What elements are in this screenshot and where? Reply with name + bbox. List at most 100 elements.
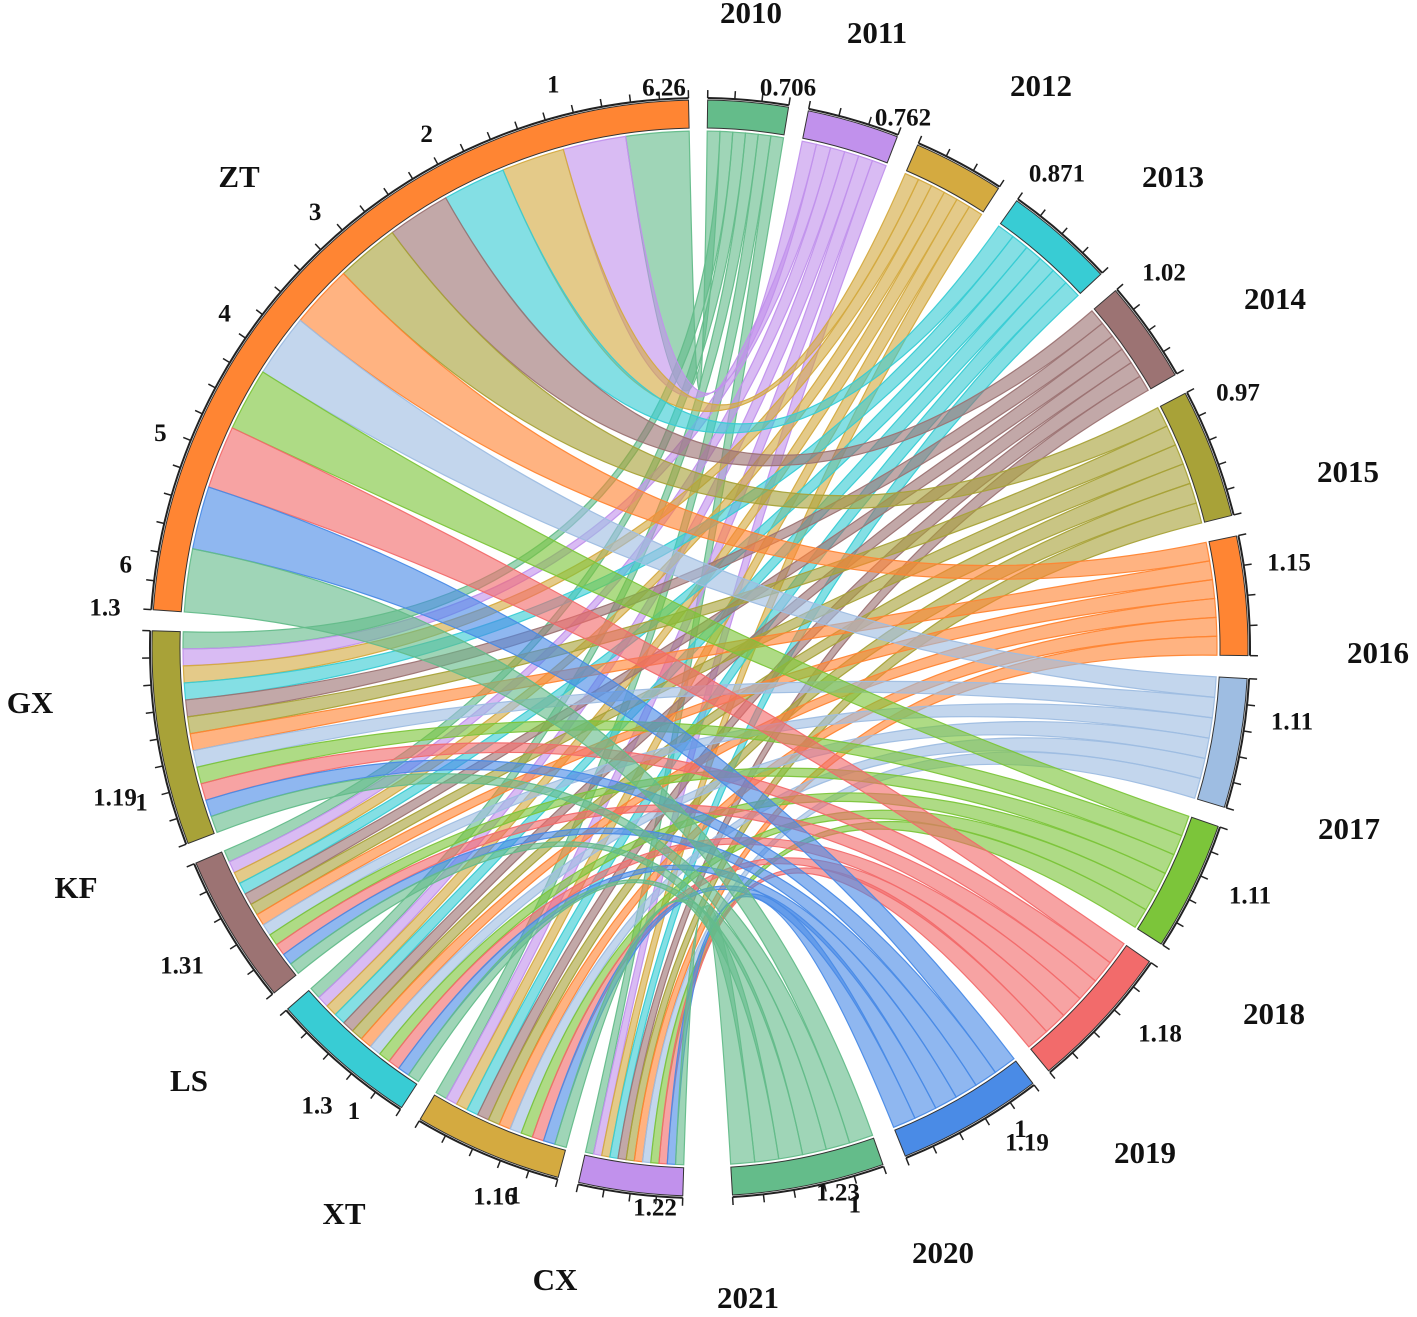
tick-mark-source-zt [407, 171, 414, 180]
tick-mark-target-2014 [1116, 283, 1124, 290]
tick-mark-target-2020 [905, 1157, 910, 1166]
arc-source-xt [419, 1094, 567, 1178]
tick-mark-target-2010 [761, 93, 764, 102]
tick-mark-source-zt [274, 286, 282, 293]
arc-target-2011 [802, 110, 898, 164]
tick-mark-target-2019 [1093, 1031, 1101, 1038]
source-label-xt: XT [322, 1196, 365, 1231]
tick-mark-source-cx [575, 1184, 579, 1193]
arc-outline-target-2015 [1186, 391, 1235, 516]
target-end-value-2019: 1.19 [1005, 1130, 1049, 1157]
target-label-2010: 2010 [720, 0, 782, 30]
arc-target-2012 [905, 144, 1000, 213]
tick-mark-source-zt [208, 383, 216, 389]
tick-mark-source-ls [279, 1009, 287, 1017]
source-end-value-ls: 1.31 [160, 953, 204, 980]
target-end-value-2011: 0.762 [875, 105, 931, 132]
tick-mark-target-2018 [1219, 826, 1228, 831]
source-tick-zt-4: 4 [218, 300, 231, 327]
target-label-2021: 2021 [717, 1280, 779, 1315]
tick-mark-source-ls [300, 1032, 308, 1039]
tick-mark-source-kf [199, 890, 208, 896]
tick-mark-target-2018 [1210, 851, 1219, 856]
tick-mark-target-2013 [1039, 209, 1046, 217]
arc-outline-target-2019 [1049, 962, 1152, 1074]
tick-mark-target-2017 [1246, 704, 1256, 707]
arc-target-2021 [730, 1137, 884, 1196]
arc-outline-target-2012 [918, 142, 1001, 188]
arc-outline-target-2011 [808, 107, 899, 136]
arc-source-gx [151, 630, 215, 845]
tick-mark-target-2019 [1049, 1071, 1056, 1080]
source-tick-zt-6: 6 [119, 552, 132, 579]
labels-layer: ZT6.26123456GX1.31KF1.19LS1.311XT1.31CX1… [7, 0, 1409, 1315]
tick-mark-target-2013 [1061, 227, 1068, 235]
arc-target-2013 [999, 200, 1102, 295]
tick-mark-target-2021 [853, 1175, 858, 1184]
source-tick-xt-1: 1 [509, 1182, 522, 1209]
tick-mark-source-zt [628, 94, 632, 103]
arc-source-cx [577, 1154, 685, 1197]
tick-mark-target-2018 [1162, 944, 1170, 951]
tick-mark-target-2015 [1186, 387, 1195, 394]
arc-target-2018 [1136, 816, 1219, 945]
tick-mark-source-gx [149, 738, 158, 742]
tick-mark-source-xt [554, 1179, 559, 1188]
tick-mark-source-gx [161, 791, 170, 796]
target-end-value-2017: 1.11 [1229, 883, 1271, 910]
tick-mark-source-zt [570, 104, 575, 113]
tick-mark-target-2010 [788, 97, 791, 106]
tick-mark-target-2014 [1148, 324, 1156, 331]
tick-mark-target-2011 [897, 127, 902, 136]
target-label-2013: 2013 [1142, 159, 1204, 194]
tick-mark-source-xt [496, 1160, 502, 1169]
tick-mark-source-ls [322, 1053, 330, 1061]
tick-mark-target-2020 [932, 1145, 938, 1154]
target-label-2015: 2015 [1317, 454, 1379, 489]
tick-mark-source-zt [172, 464, 181, 469]
tick-mark-source-zt [542, 112, 546, 121]
arc-target-2019 [1030, 944, 1151, 1072]
tick-mark-target-2015 [1218, 461, 1227, 466]
target-label-2011: 2011 [847, 15, 907, 50]
tick-mark-source-zt [336, 223, 343, 231]
target-end-value-2016: 1.11 [1271, 709, 1313, 736]
tick-mark-target-2020 [1033, 1084, 1040, 1092]
source-end-value-kf: 1.19 [93, 785, 137, 812]
tick-mark-source-zt [293, 264, 301, 271]
target-tick-2021-1: 1 [849, 1192, 862, 1219]
tick-mark-source-gx [143, 684, 152, 687]
target-tick-2020-1: 1 [1014, 1116, 1027, 1143]
source-tick-gx-1: 1 [135, 789, 148, 816]
tick-mark-source-cx [654, 1196, 658, 1205]
tick-mark-target-2011 [868, 116, 872, 125]
tick-mark-source-gx [145, 711, 154, 714]
source-tick-zt-1: 1 [547, 72, 560, 99]
tick-mark-source-cx [628, 1193, 631, 1202]
tick-mark-target-2020 [958, 1132, 965, 1141]
arc-outline-target-2021 [732, 1165, 884, 1199]
arc-source-ls [286, 989, 418, 1109]
target-end-value-2014: 0.97 [1216, 380, 1260, 407]
tick-mark-source-kf [229, 944, 238, 950]
arc-outline-source-cx [577, 1183, 683, 1199]
target-end-value-2013: 1.02 [1142, 260, 1186, 287]
source-end-value-xt: 1.3 [301, 1093, 332, 1120]
target-end-value-2010: 0.706 [760, 75, 816, 102]
tick-mark-target-2018 [1188, 898, 1197, 904]
tick-mark-source-zt [599, 98, 603, 107]
tick-mark-source-zt [658, 91, 661, 100]
source-tick-zt-3: 3 [309, 199, 322, 226]
tick-mark-source-kf [186, 863, 195, 868]
target-label-2012: 2012 [1010, 68, 1072, 103]
tick-mark-source-zt [314, 243, 322, 251]
tick-mark-source-zt [143, 608, 152, 611]
tick-mark-source-zt [238, 333, 246, 339]
tick-mark-target-2020 [984, 1117, 991, 1126]
tick-mark-target-2021 [762, 1194, 766, 1203]
tick-mark-target-2014 [1132, 303, 1141, 310]
target-end-value-2015: 1.15 [1267, 550, 1311, 577]
tick-mark-target-2017 [1243, 730, 1252, 733]
arc-target-2016 [1208, 535, 1249, 657]
source-end-value-gx: 1.3 [89, 595, 120, 622]
